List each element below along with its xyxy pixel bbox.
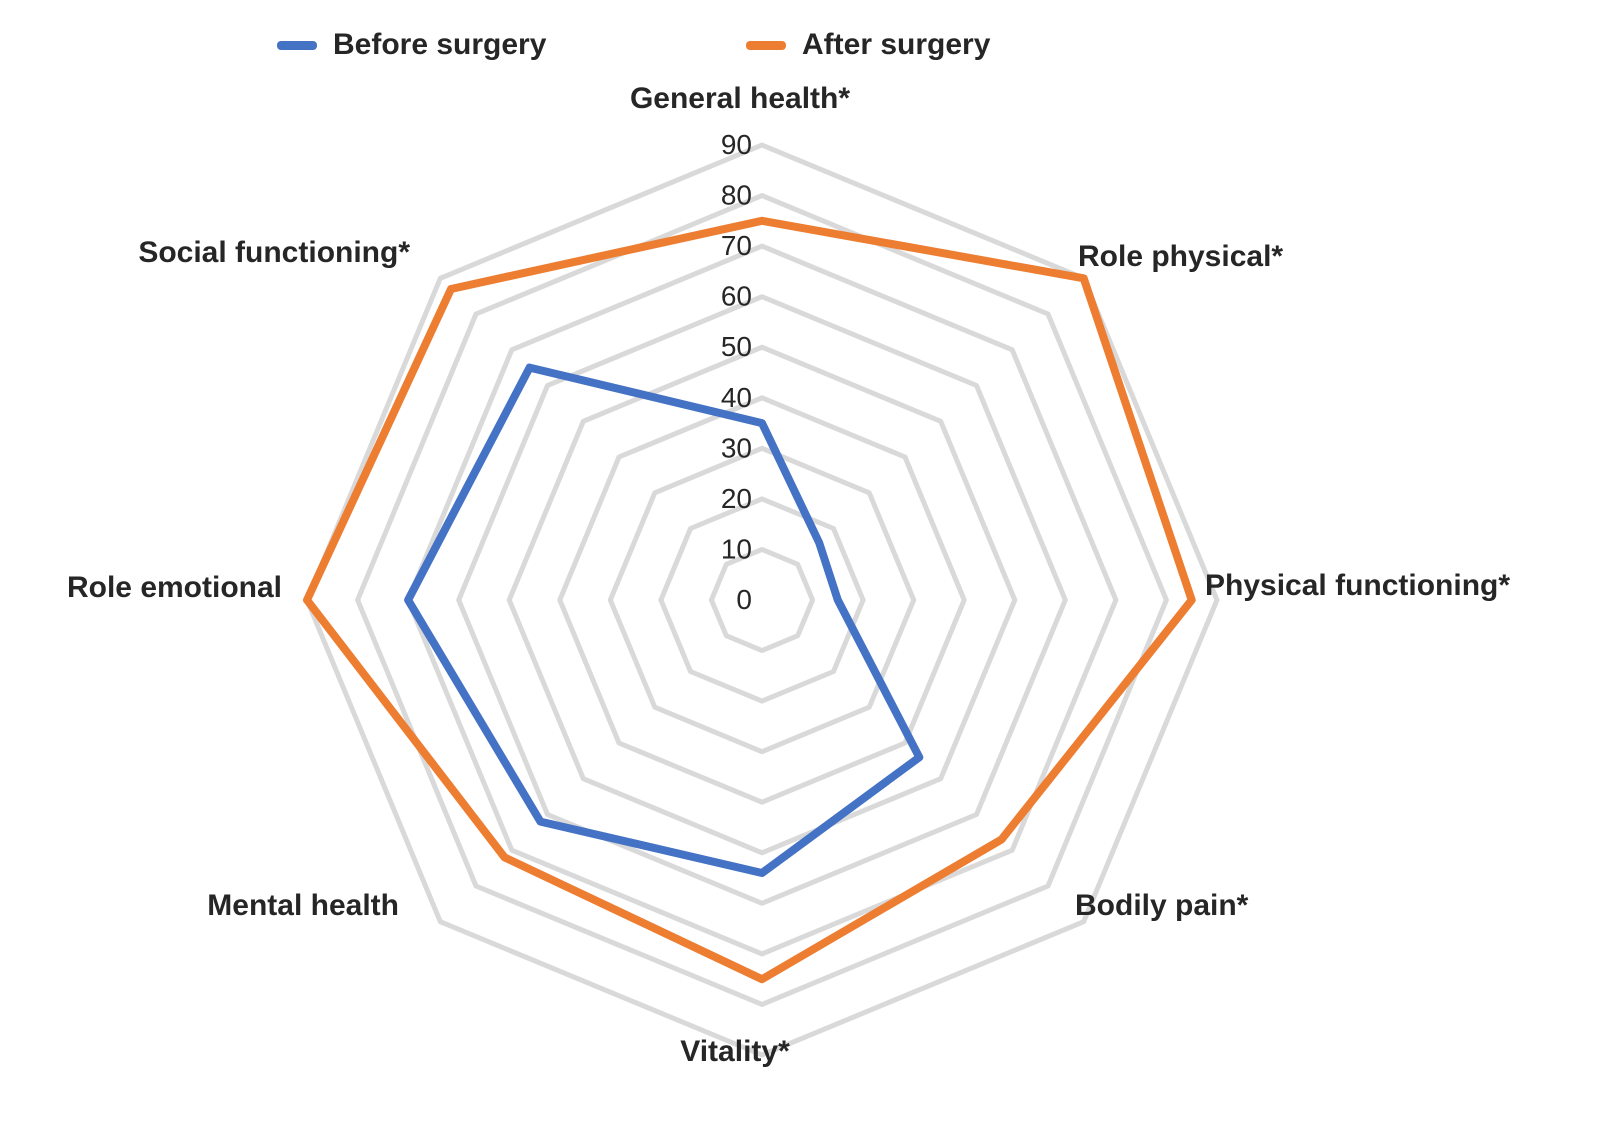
radial-tick-label-80: 80 [721,180,752,211]
grid-ring-10 [708,546,816,654]
grid-ring-30 [607,445,917,755]
legend-item-after-surgery: After surgery [746,27,990,63]
axis-label-vitality: Vitality* [680,1035,790,1068]
axis-label-general-health: General health* [629,82,851,115]
radial-tick-label-0: 0 [736,584,752,615]
axis-label-physical-functioning: Physical functioning* [1205,569,1511,602]
series-polygon-before-surgery [404,363,924,877]
grid-ring-20 [658,496,866,704]
grid-ring-90 [304,142,1220,1058]
radial-tick-label-30: 30 [721,432,752,463]
radial-tick-label-10: 10 [721,533,752,564]
grid-ring-80 [355,193,1169,1007]
axis-label-mental-health: Mental health [207,889,399,922]
radial-tick-label-50: 50 [721,331,752,362]
legend-item-before-surgery: Before surgery [277,27,546,63]
axis-label-role-physical: Role physical* [1078,240,1284,273]
grid-ring-50 [506,344,1018,856]
radial-tick-label-20: 20 [721,483,752,514]
radial-tick-label-70: 70 [721,230,752,261]
radial-tick-label-60: 60 [721,281,752,312]
grid-ring-40 [557,395,967,805]
legend-label-after: After surgery [802,28,991,61]
axis-label-social-functioning: Social functioning* [138,236,410,269]
radial-tick-label-90: 90 [721,129,752,160]
grid-ring-70 [405,243,1119,957]
legend-swatch-before-icon [277,40,317,50]
legend-swatch-after-icon [746,40,786,50]
radial-tick-label-40: 40 [721,382,752,413]
grid-ring-60 [456,294,1068,906]
series-polygon-after-surgery [303,216,1196,984]
axis-label-role-emotional: Role emotional [66,571,282,604]
legend-label-before: Before surgery [333,28,547,61]
axis-label-bodily-pain: Bodily pain* [1075,889,1249,922]
